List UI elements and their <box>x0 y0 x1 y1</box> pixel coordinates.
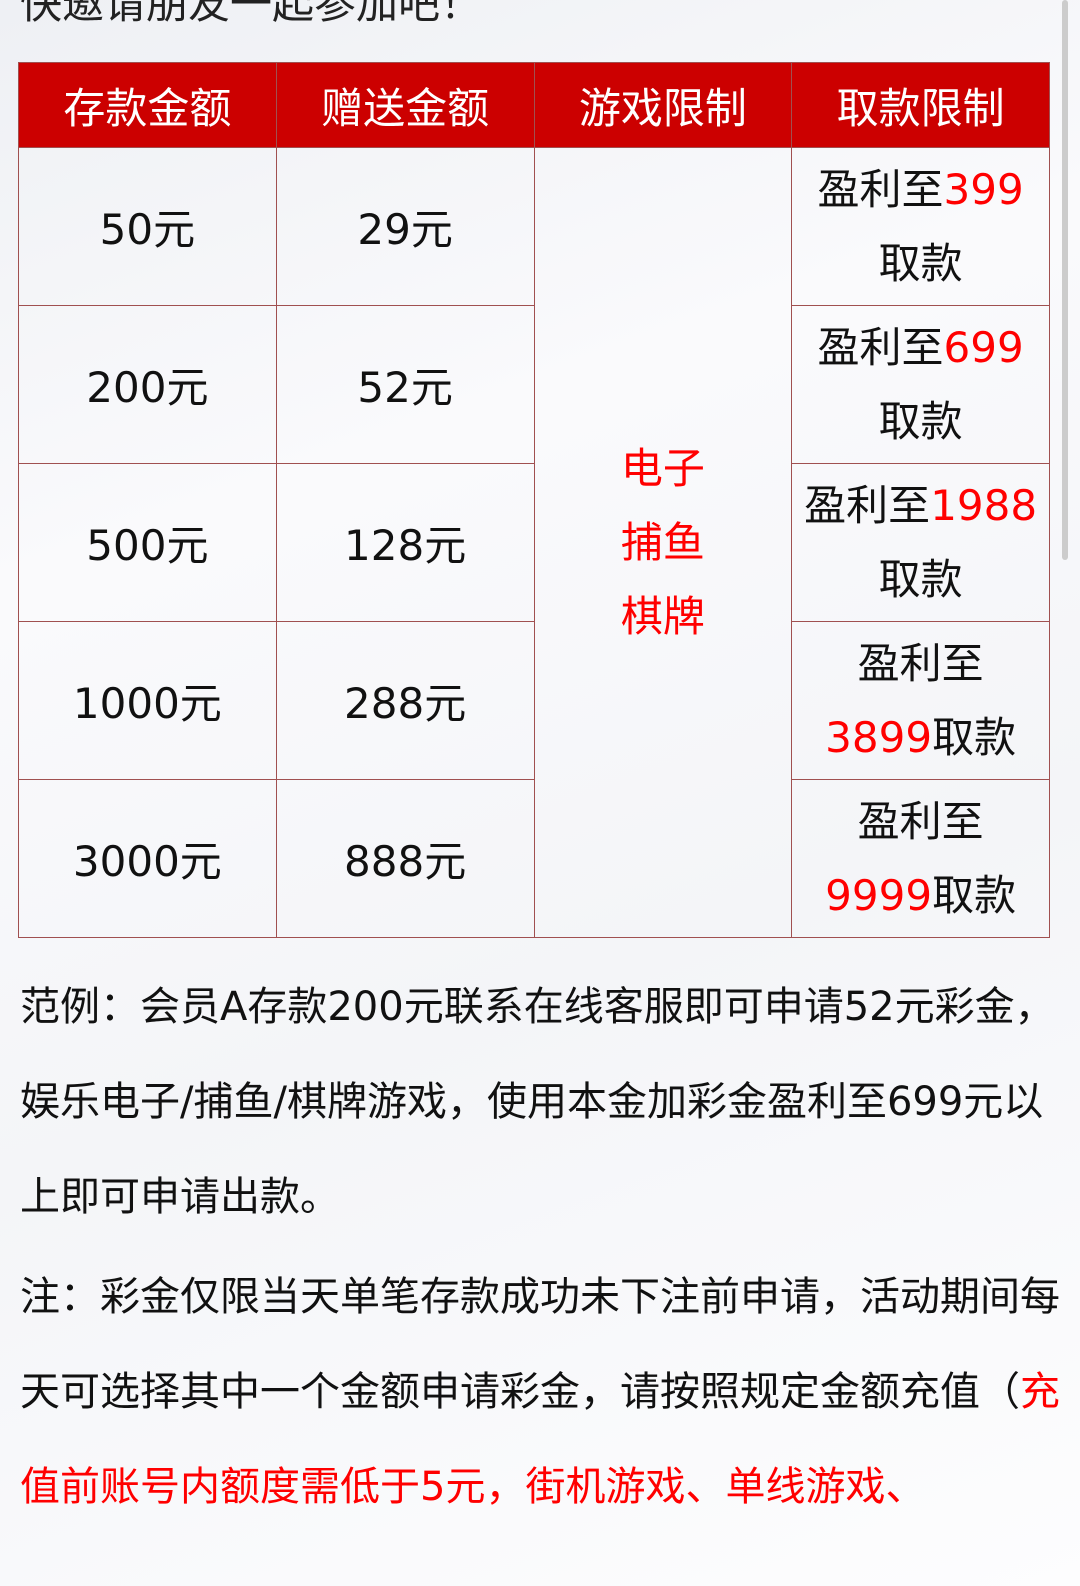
bonus-cell: 128元 <box>275 463 535 622</box>
scrollbar[interactable] <box>1062 0 1068 560</box>
withdraw-limit-cell: 盈利至1988 取款 <box>791 463 1050 622</box>
bonus-cell: 29元 <box>275 147 535 306</box>
limit-suffix: 取款 <box>878 396 963 446</box>
withdraw-limit-cell: 盈利至 3899取款 <box>791 621 1050 780</box>
game-limit-cell: 电子 捕鱼 棋牌 <box>533 147 793 938</box>
deposit-cell: 1000元 <box>18 621 277 780</box>
note-black: 注：彩金仅限当天单笔存款成功未下注前申请，活动期间每天可选择其中一个金额申请彩金… <box>20 1274 1060 1415</box>
example-text: 范例：会员A存款200元联系在线客服即可申请52元彩金，娱乐电子/捕鱼/棋牌游戏… <box>20 984 1055 1220</box>
limit-amount: 3899 <box>825 712 933 762</box>
limit-prefix: 盈利至 <box>857 796 984 846</box>
deposit-cell: 500元 <box>18 463 277 622</box>
withdraw-limit-cell: 盈利至 9999取款 <box>791 779 1050 938</box>
bonus-cell: 288元 <box>275 621 535 780</box>
limit-suffix: 取款 <box>878 238 963 288</box>
table-row: 500元 128元 盈利至1988 取款 <box>18 463 1050 622</box>
limit-amount: 1988 <box>930 480 1038 530</box>
limit-suffix: 取款 <box>932 712 1017 762</box>
note-text: 注：彩金仅限当天单笔存款成功未下注前申请，活动期间每天可选择其中一个金额申请彩金… <box>20 1250 1060 1535</box>
limit-amount: 9999 <box>825 870 933 920</box>
deposit-cell: 50元 <box>18 147 277 306</box>
table-row: 200元 52元 盈利至699 取款 <box>18 305 1050 464</box>
limit-prefix: 盈利至 <box>817 322 944 372</box>
header-deposit: 存款金额 <box>18 62 277 148</box>
game-type: 捕鱼 <box>620 517 705 567</box>
deposit-cell: 200元 <box>18 305 277 464</box>
limit-amount: 399 <box>943 164 1024 214</box>
bonus-cell: 888元 <box>275 779 535 938</box>
header-game-limit: 游戏限制 <box>533 62 793 148</box>
limit-prefix: 盈利至 <box>857 638 984 688</box>
bonus-table: 存款金额 赠送金额 游戏限制 取款限制 50元 29元 电子 捕鱼 棋牌 盈利至399 取款… <box>18 62 1050 938</box>
note-red: 充值前账号内额度需低于5元，街机游戏、单线游戏、 <box>20 1369 1060 1510</box>
table-row: 3000元 888元 盈利至 9999取款 <box>18 779 1050 938</box>
table-row: 1000元 288元 盈利至 3899取款 <box>18 621 1050 780</box>
withdraw-limit-cell: 盈利至399 取款 <box>791 147 1050 306</box>
limit-amount: 699 <box>943 322 1024 372</box>
deposit-cell: 3000元 <box>18 779 277 938</box>
header-bonus: 赠送金额 <box>275 62 535 148</box>
limit-suffix: 取款 <box>878 554 963 604</box>
table-row: 50元 29元 电子 捕鱼 棋牌 盈利至399 取款 <box>18 147 1050 938</box>
game-type: 棋牌 <box>620 591 705 641</box>
intro-text: 快邀请朋友一起参加吧！ <box>20 0 483 28</box>
game-type: 电子 <box>620 443 705 493</box>
bonus-cell: 52元 <box>275 305 535 464</box>
limit-prefix: 盈利至 <box>804 480 931 530</box>
header-withdraw-limit: 取款限制 <box>791 62 1050 148</box>
withdraw-limit-cell: 盈利至699 取款 <box>791 305 1050 464</box>
limit-suffix: 取款 <box>932 870 1017 920</box>
limit-prefix: 盈利至 <box>817 164 944 214</box>
